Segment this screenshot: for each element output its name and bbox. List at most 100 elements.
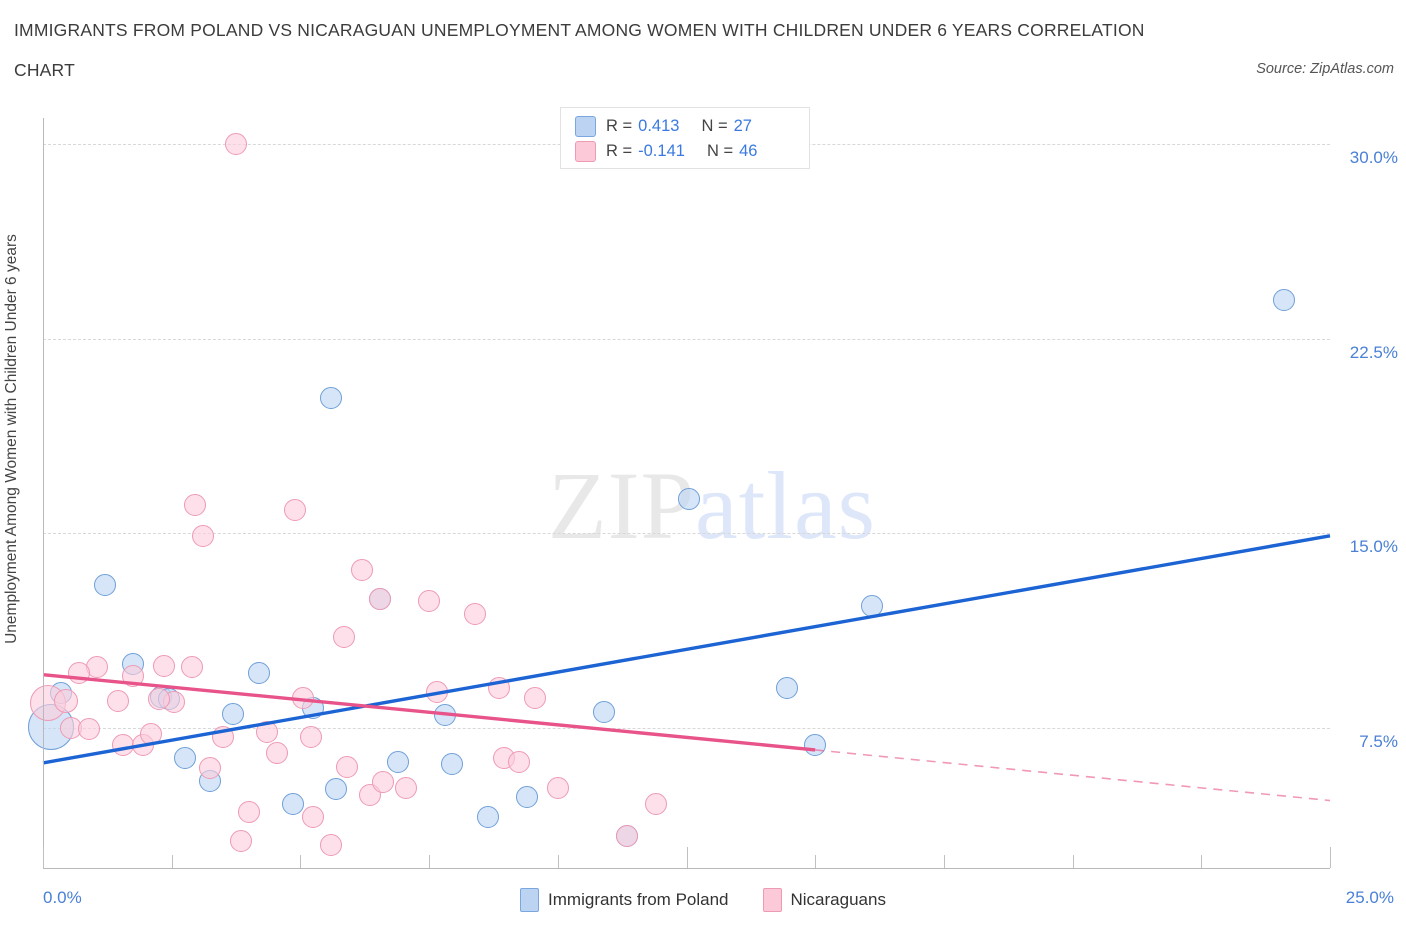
- scatter-point-poland[interactable]: [593, 701, 616, 724]
- scatter-point-nicaraguans[interactable]: [508, 750, 531, 773]
- pink-series-swatch-icon: [575, 141, 596, 162]
- scatter-point-nicaraguans[interactable]: [464, 602, 487, 625]
- scatter-point-poland[interactable]: [515, 785, 538, 808]
- legend-label-nicaraguans: Nicaraguans: [790, 890, 886, 909]
- x-axis-tick-label-min: 0.0%: [43, 888, 82, 907]
- correlation-stats-box: R = 0.413 N = 27 R = -0.141 N = 46: [560, 107, 810, 169]
- scatter-point-nicaraguans[interactable]: [616, 824, 639, 847]
- source-label: Source: ZipAtlas.com: [1256, 61, 1394, 77]
- x-axis-line: [43, 868, 1330, 869]
- scatter-point-nicaraguans[interactable]: [425, 680, 448, 703]
- scatter-point-nicaraguans[interactable]: [152, 654, 175, 677]
- scatter-point-nicaraguans[interactable]: [284, 498, 307, 521]
- pink-r-value: -0.141: [638, 142, 685, 160]
- scatter-point-nicaraguans[interactable]: [371, 771, 394, 794]
- scatter-point-nicaraguans[interactable]: [523, 687, 546, 710]
- chart-legend: Immigrants from Poland Nicaraguans: [0, 888, 1406, 912]
- scatter-point-poland[interactable]: [93, 574, 116, 597]
- scatter-point-poland[interactable]: [387, 750, 410, 773]
- x-axis-tick: [429, 855, 431, 868]
- x-axis-tick: [815, 855, 817, 868]
- scatter-point-nicaraguans[interactable]: [299, 725, 322, 748]
- scatter-point-poland[interactable]: [433, 703, 456, 726]
- scatter-point-nicaraguans[interactable]: [212, 725, 235, 748]
- pink-n-label: N =: [706, 142, 734, 160]
- scatter-point-nicaraguans[interactable]: [122, 664, 145, 687]
- gridline: [43, 338, 1330, 340]
- scatter-point-nicaraguans[interactable]: [320, 833, 343, 856]
- x-axis-tick: [171, 855, 173, 868]
- scatter-point-nicaraguans[interactable]: [237, 801, 260, 824]
- scatter-point-poland[interactable]: [281, 793, 304, 816]
- scatter-plot-area: [27, 118, 1330, 868]
- scatter-point-nicaraguans[interactable]: [181, 655, 204, 678]
- scatter-point-nicaraguans[interactable]: [291, 687, 314, 710]
- blue-r-label: R =: [606, 117, 633, 135]
- pink-r-label: R =: [606, 142, 633, 160]
- scatter-point-nicaraguans[interactable]: [418, 589, 441, 612]
- scatter-point-nicaraguans[interactable]: [78, 718, 101, 741]
- scatter-point-poland[interactable]: [320, 387, 343, 410]
- scatter-point-nicaraguans[interactable]: [147, 688, 170, 711]
- legend-swatch-blue-icon: [520, 888, 540, 912]
- scatter-point-poland[interactable]: [1272, 288, 1295, 311]
- scatter-point-poland[interactable]: [860, 594, 883, 617]
- scatter-point-poland[interactable]: [441, 753, 464, 776]
- scatter-point-poland[interactable]: [775, 676, 798, 699]
- blue-series-swatch-icon: [575, 116, 596, 137]
- x-axis-tick: [1201, 855, 1203, 868]
- gridline: [43, 727, 1330, 729]
- scatter-point-nicaraguans[interactable]: [302, 806, 325, 829]
- scatter-point-nicaraguans[interactable]: [106, 689, 129, 712]
- page-title-line-1: IMMIGRANTS FROM POLAND VS NICARAGUAN UNE…: [14, 20, 1145, 40]
- scatter-point-nicaraguans[interactable]: [111, 733, 134, 756]
- blue-n-value: 27: [733, 117, 752, 135]
- scatter-point-nicaraguans[interactable]: [54, 688, 79, 713]
- x-axis-tick: [943, 855, 945, 868]
- scatter-point-poland[interactable]: [173, 746, 196, 769]
- scatter-point-nicaraguans[interactable]: [255, 720, 278, 743]
- legend-swatch-pink-icon: [762, 888, 782, 912]
- scatter-point-poland[interactable]: [477, 806, 500, 829]
- y-axis-tick-label: 7.5%: [1359, 731, 1398, 751]
- scatter-point-poland[interactable]: [248, 662, 271, 685]
- scatter-point-nicaraguans[interactable]: [230, 829, 253, 852]
- x-axis-tick: [1072, 855, 1074, 868]
- x-axis-tick: [686, 847, 688, 868]
- legend-label-immigrants-from-poland: Immigrants from Poland: [548, 890, 729, 909]
- y-axis-tick-label: 22.5%: [1349, 342, 1398, 362]
- scatter-point-nicaraguans[interactable]: [191, 524, 214, 547]
- scatter-point-poland[interactable]: [678, 488, 701, 511]
- stats-row-pink: R = -0.141 N = 46: [575, 139, 799, 164]
- scatter-point-nicaraguans[interactable]: [546, 776, 569, 799]
- scatter-point-nicaraguans[interactable]: [266, 741, 289, 764]
- scatter-point-poland[interactable]: [804, 733, 827, 756]
- pink-n-value: 46: [739, 142, 758, 160]
- scatter-point-nicaraguans[interactable]: [333, 626, 356, 649]
- scatter-point-nicaraguans[interactable]: [487, 676, 510, 699]
- x-axis-tick: [1330, 847, 1331, 868]
- scatter-point-poland[interactable]: [325, 777, 348, 800]
- page-title-line-2: CHART: [14, 60, 75, 80]
- blue-r-value: 0.413: [638, 117, 680, 135]
- scatter-point-poland[interactable]: [222, 702, 245, 725]
- x-axis-tick: [557, 855, 559, 868]
- scatter-point-nicaraguans[interactable]: [140, 723, 163, 746]
- gridline: [43, 533, 1330, 535]
- scatter-point-nicaraguans[interactable]: [644, 793, 667, 816]
- scatter-point-nicaraguans[interactable]: [335, 755, 358, 778]
- scatter-point-nicaraguans[interactable]: [394, 776, 417, 799]
- x-axis-tick: [43, 847, 44, 868]
- scatter-point-nicaraguans[interactable]: [225, 132, 248, 155]
- legend-item-immigrants-from-poland[interactable]: Immigrants from Poland: [520, 888, 729, 912]
- blue-n-label: N =: [701, 117, 728, 135]
- scatter-point-nicaraguans[interactable]: [369, 588, 392, 611]
- y-axis-line: [43, 118, 44, 868]
- scatter-point-nicaraguans[interactable]: [183, 493, 206, 516]
- y-axis-title: Unemployment Among Women with Children U…: [3, 234, 20, 644]
- scatter-point-nicaraguans[interactable]: [351, 558, 374, 581]
- y-axis-tick-label: 15.0%: [1349, 537, 1398, 557]
- scatter-point-nicaraguans[interactable]: [68, 662, 91, 685]
- y-axis-tick-label: 30.0%: [1349, 147, 1398, 167]
- legend-item-nicaraguans[interactable]: Nicaraguans: [762, 888, 886, 912]
